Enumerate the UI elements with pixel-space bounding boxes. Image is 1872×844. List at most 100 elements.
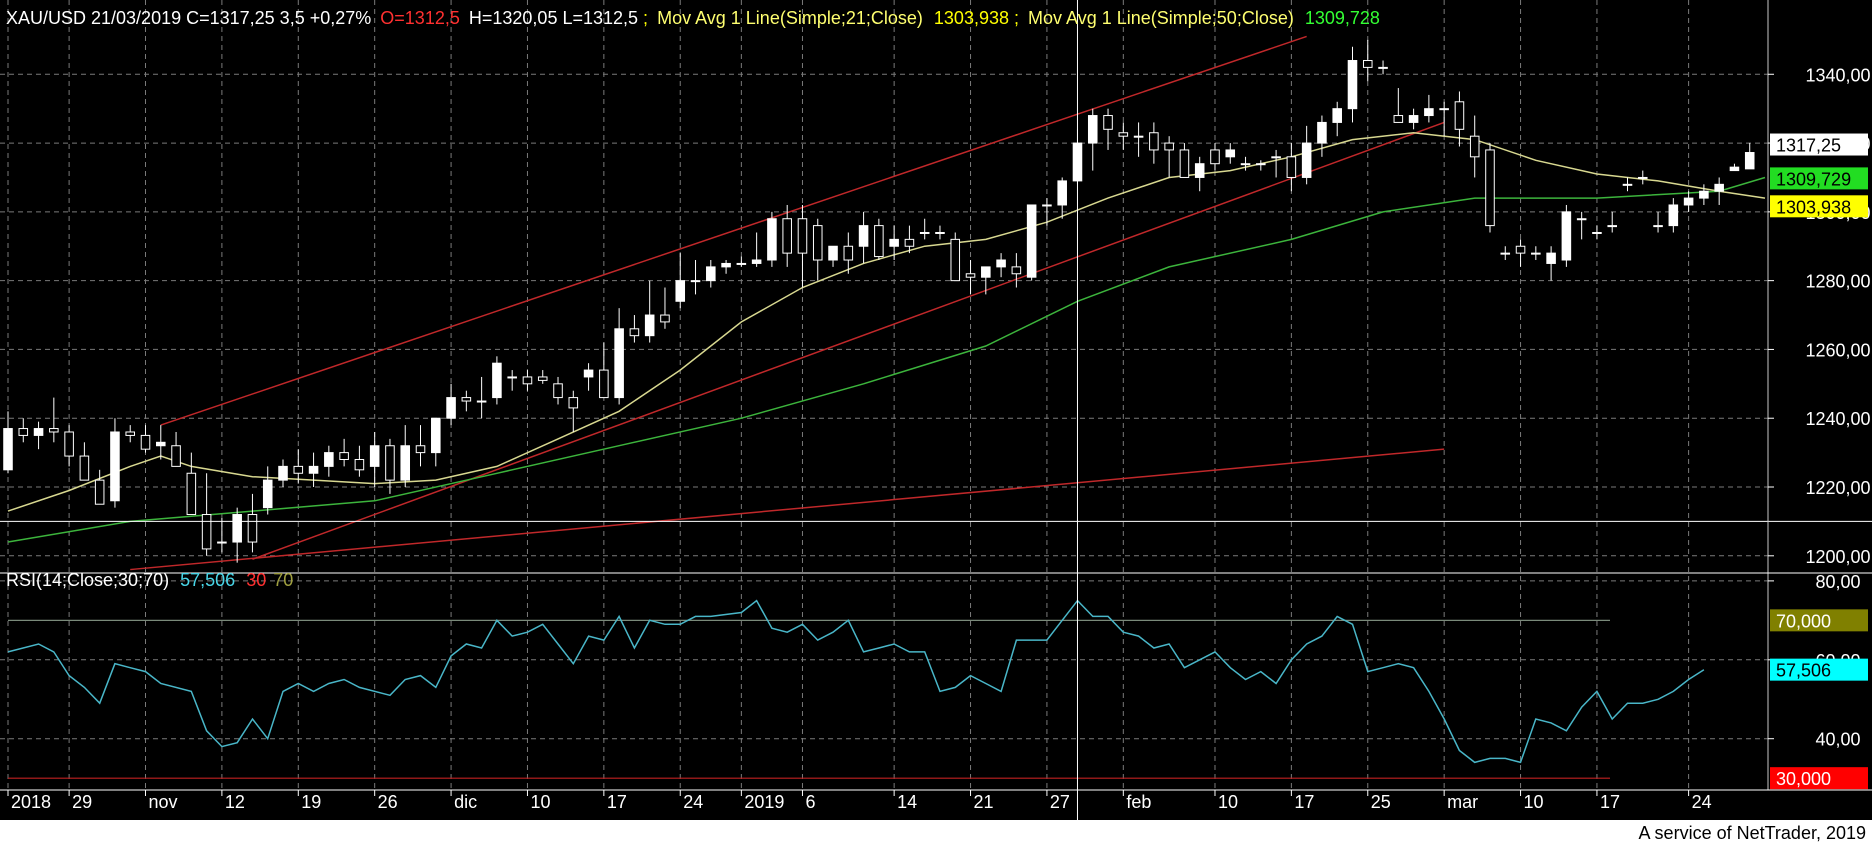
candle (996, 253, 1006, 278)
trendline-layer (130, 35, 1445, 571)
rsi-tag-text: 57,506 (1776, 661, 1831, 681)
candle (79, 442, 90, 481)
candle (1103, 108, 1113, 150)
candle-body-up (889, 238, 899, 247)
rsi-tag: 30,000 (1770, 767, 1868, 790)
candle-body-up (33, 428, 44, 436)
candle-body-up (507, 376, 517, 379)
candle-body-down (1485, 149, 1495, 227)
ma21-legend: Mov Avg 1 Line(Simple;21;Close) (657, 8, 923, 28)
footer-bar (0, 820, 1872, 844)
candle-body-up (1194, 163, 1205, 178)
rsi-line (7, 599, 1705, 764)
candle-body-up (400, 445, 411, 481)
candle-body-up (1256, 163, 1266, 166)
candle-body-up (751, 259, 762, 264)
candle (1729, 163, 1740, 172)
price-tag-bg (1770, 195, 1868, 218)
candle-body-up (262, 479, 273, 509)
rsi-high-level: 70 (273, 570, 293, 590)
candle-body-up (1347, 60, 1358, 110)
rsi-tag-text: 30,000 (1776, 769, 1831, 789)
separator-2: ; (1014, 8, 1019, 28)
candle (706, 260, 716, 288)
candle (1393, 88, 1404, 123)
rsi-header: RSI(14;Close;30;70) 57,506 30 70 (6, 570, 293, 590)
candle (415, 425, 426, 467)
candle-body-up (706, 266, 716, 282)
candle-body-up (278, 465, 288, 481)
candle (125, 425, 136, 443)
candle (1362, 39, 1373, 82)
candle-body-up (1561, 211, 1572, 261)
candle (1210, 143, 1220, 171)
candle (522, 370, 533, 391)
price-tick-label: 1280,00 (1805, 272, 1870, 292)
candle (324, 445, 334, 477)
candle (400, 425, 411, 488)
time-tick-label: feb (1126, 792, 1151, 812)
candle-body-up (675, 280, 686, 302)
candle-body-down (965, 273, 976, 278)
price-tick-label: 1220,00 (1805, 478, 1870, 498)
candle (217, 517, 227, 553)
price-axis: 1200,001220,001240,001260,001280,001300,… (0, 0, 1872, 791)
candle-body-down (797, 218, 808, 254)
candle (874, 218, 884, 261)
price-tag: 1303,938 (1770, 195, 1868, 218)
rsi-layer (7, 599, 1705, 779)
candle (1332, 101, 1342, 137)
candle (94, 469, 105, 505)
candle (1087, 108, 1098, 171)
candle (308, 452, 319, 488)
candle-body-down (782, 218, 792, 254)
candle (904, 225, 915, 254)
candle (1118, 122, 1129, 150)
candle-body-up (1699, 190, 1709, 199)
candle (889, 225, 899, 261)
rsi-tag-bg (1770, 609, 1868, 632)
time-tick-label: 10 (1218, 792, 1238, 812)
candle-body-down (843, 245, 854, 261)
candle-body-down (1179, 149, 1190, 178)
candle-body-down (522, 376, 533, 385)
trendline (160, 35, 1307, 426)
candle-body-up (981, 266, 991, 278)
candle (64, 425, 74, 467)
candle-body-up (156, 441, 166, 447)
candle (232, 507, 242, 563)
candle-body-down (874, 225, 884, 258)
rsi-value: 57,506 (180, 570, 235, 590)
crosshair-layer (0, 0, 1872, 820)
candle (1561, 204, 1572, 267)
candle-body-down (18, 428, 29, 436)
candle-body-down (1286, 156, 1297, 178)
time-tick-label: 10 (530, 792, 550, 812)
candle-body-down (568, 397, 579, 409)
price-tick-label: 1240,00 (1805, 409, 1870, 429)
rsi-tag: 70,000 (1770, 609, 1868, 632)
trendline (130, 448, 1445, 571)
candle-layer[interactable] (3, 39, 1755, 563)
candle (1592, 225, 1602, 240)
candle (614, 308, 624, 405)
candle (690, 260, 701, 295)
rsi-tick-label: 80,00 (1815, 572, 1860, 592)
high-low-values: H=1320,05 L=1312,5 (469, 8, 638, 28)
time-tick-label: 19 (301, 792, 321, 812)
candle-body-up (1332, 108, 1342, 123)
candle (140, 425, 151, 453)
time-tick-label: 17 (607, 792, 627, 812)
candle (767, 211, 777, 267)
candle (537, 370, 548, 384)
candle (599, 342, 609, 399)
candle-body-up (110, 431, 120, 502)
candle (1683, 191, 1694, 212)
candle-body-up (721, 262, 731, 268)
candle (446, 383, 456, 426)
candle (1378, 60, 1388, 75)
grid-layer (0, 0, 1768, 790)
separator-1: ; (643, 8, 648, 28)
candle-body-up (858, 225, 869, 247)
